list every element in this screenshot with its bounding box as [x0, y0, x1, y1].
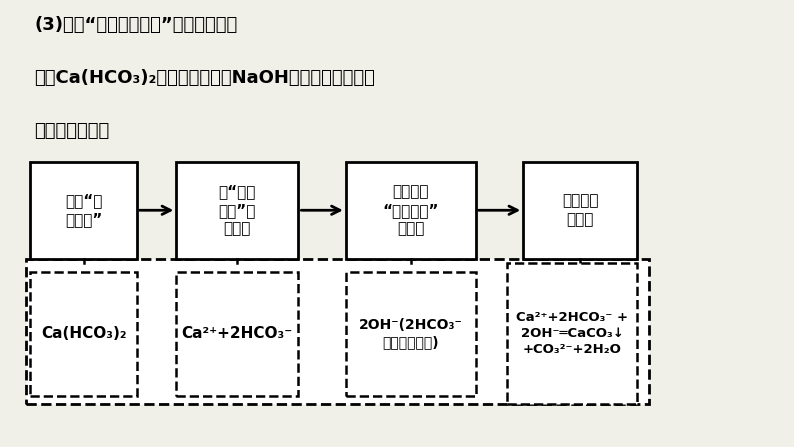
FancyBboxPatch shape [345, 162, 476, 259]
Text: 书写离子
方程式: 书写离子 方程式 [562, 194, 599, 227]
Text: Ca²⁺+2HCO₃⁻ +
2OH⁻═CaCO₃↓
+CO₃²⁻+2H₂O: Ca²⁺+2HCO₃⁻ + 2OH⁻═CaCO₃↓ +CO₃²⁻+2H₂O [516, 312, 628, 356]
Text: 判断“少
量物质”: 判断“少 量物质” [65, 194, 102, 227]
Text: 如向Ca(HCO₃)₂溶液中加入过量NaOH溶液的离子方程式: 如向Ca(HCO₃)₂溶液中加入过量NaOH溶液的离子方程式 [34, 69, 376, 87]
FancyBboxPatch shape [30, 272, 137, 396]
FancyBboxPatch shape [523, 162, 638, 259]
Text: Ca²⁺+2HCO₃⁻: Ca²⁺+2HCO₃⁻ [182, 326, 293, 342]
Text: 的书写方法为：: 的书写方法为： [34, 122, 110, 140]
Text: (3)依据“先中和后沉淠”的思路书写。: (3)依据“先中和后沉淠”的思路书写。 [34, 16, 237, 34]
FancyBboxPatch shape [176, 272, 299, 396]
FancyBboxPatch shape [26, 259, 649, 405]
Text: 调整所需
“过量物质”
的离子: 调整所需 “过量物质” 的离子 [383, 184, 439, 236]
Text: 2OH⁻(2HCO₃⁻
充分反应所需): 2OH⁻(2HCO₃⁻ 充分反应所需) [359, 318, 463, 350]
FancyBboxPatch shape [507, 263, 638, 405]
FancyBboxPatch shape [345, 272, 476, 396]
Text: 把“少量
物质”拆
成离子: 把“少量 物质”拆 成离子 [218, 184, 256, 236]
FancyBboxPatch shape [30, 162, 137, 259]
Text: Ca(HCO₃)₂: Ca(HCO₃)₂ [40, 326, 126, 342]
FancyBboxPatch shape [176, 162, 299, 259]
